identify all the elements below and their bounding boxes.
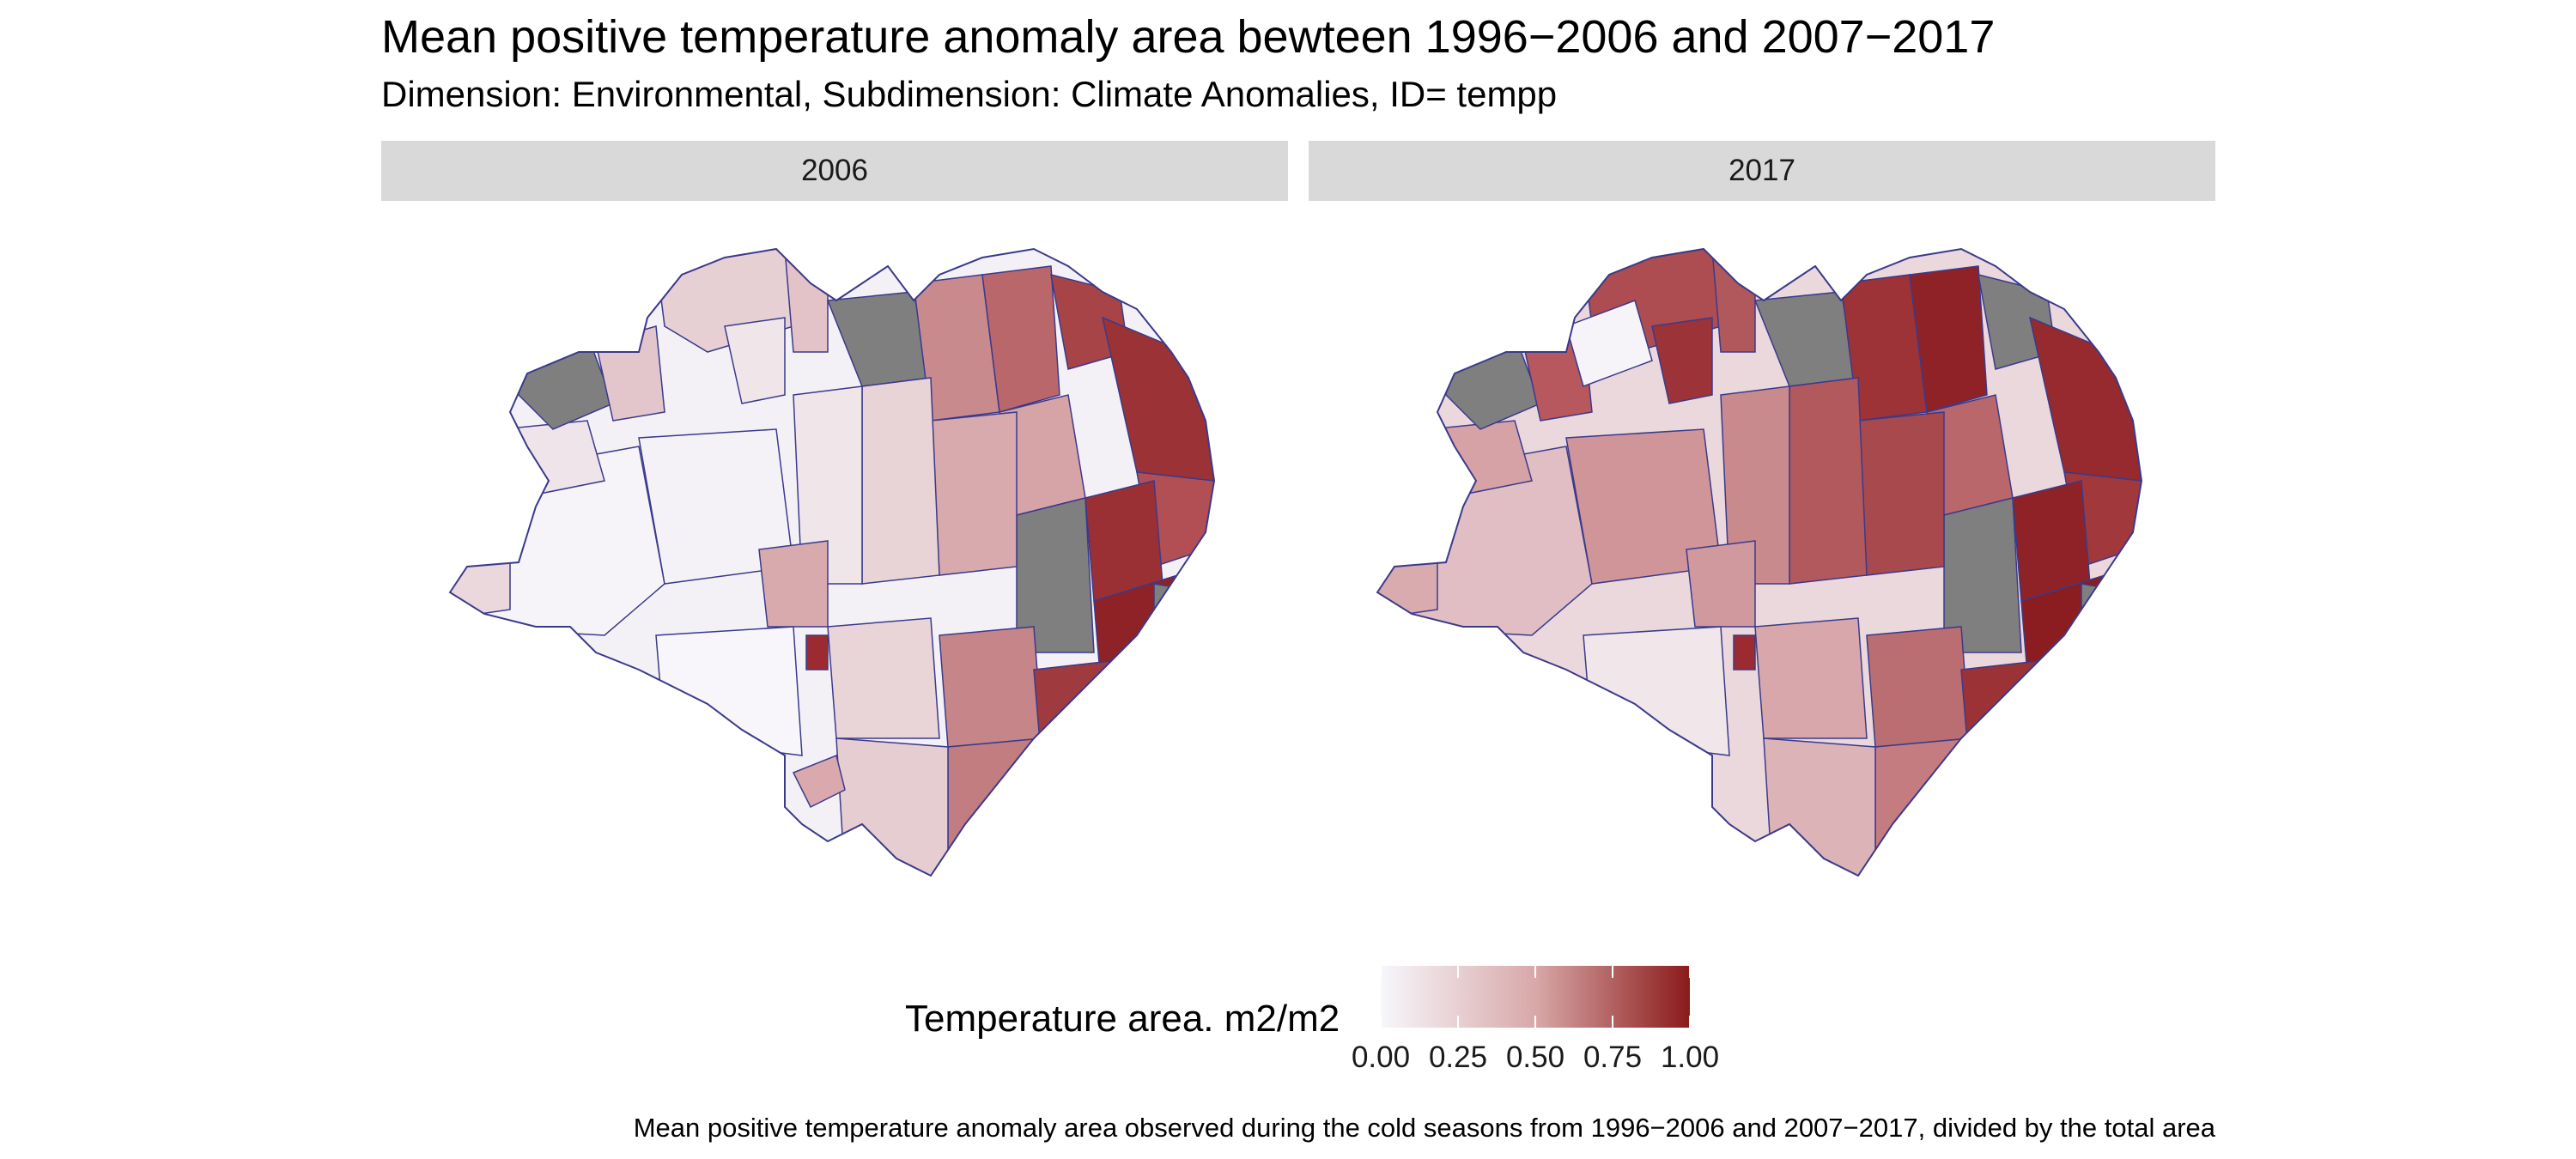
legend-tick-label: 0.50 [1505, 1041, 1565, 1074]
legend-title: Temperature area. m2/m2 [905, 998, 1340, 1040]
map-panel-2017 [1376, 247, 2143, 877]
facet-strip-2006: 2006 [381, 141, 1288, 201]
facet-label: 2006 [801, 154, 868, 187]
facet-label: 2017 [1728, 154, 1795, 187]
facet-strip-2017: 2017 [1309, 141, 2215, 201]
chart-caption: Mean positive temperature anomaly area o… [633, 1113, 2215, 1143]
legend-tick-label: 0.00 [1351, 1041, 1411, 1074]
legend-colorbar [1381, 966, 1690, 1028]
legend-tick-label: 0.75 [1583, 1041, 1643, 1074]
chart-subtitle: Dimension: Environmental, Subdimension: … [381, 74, 1558, 114]
legend-tick-label: 0.25 [1428, 1041, 1488, 1074]
chart-title: Mean positive temperature anomaly area b… [381, 11, 1996, 63]
map-panel-2006 [448, 247, 1216, 877]
legend-tick-label: 1.00 [1660, 1041, 1720, 1074]
